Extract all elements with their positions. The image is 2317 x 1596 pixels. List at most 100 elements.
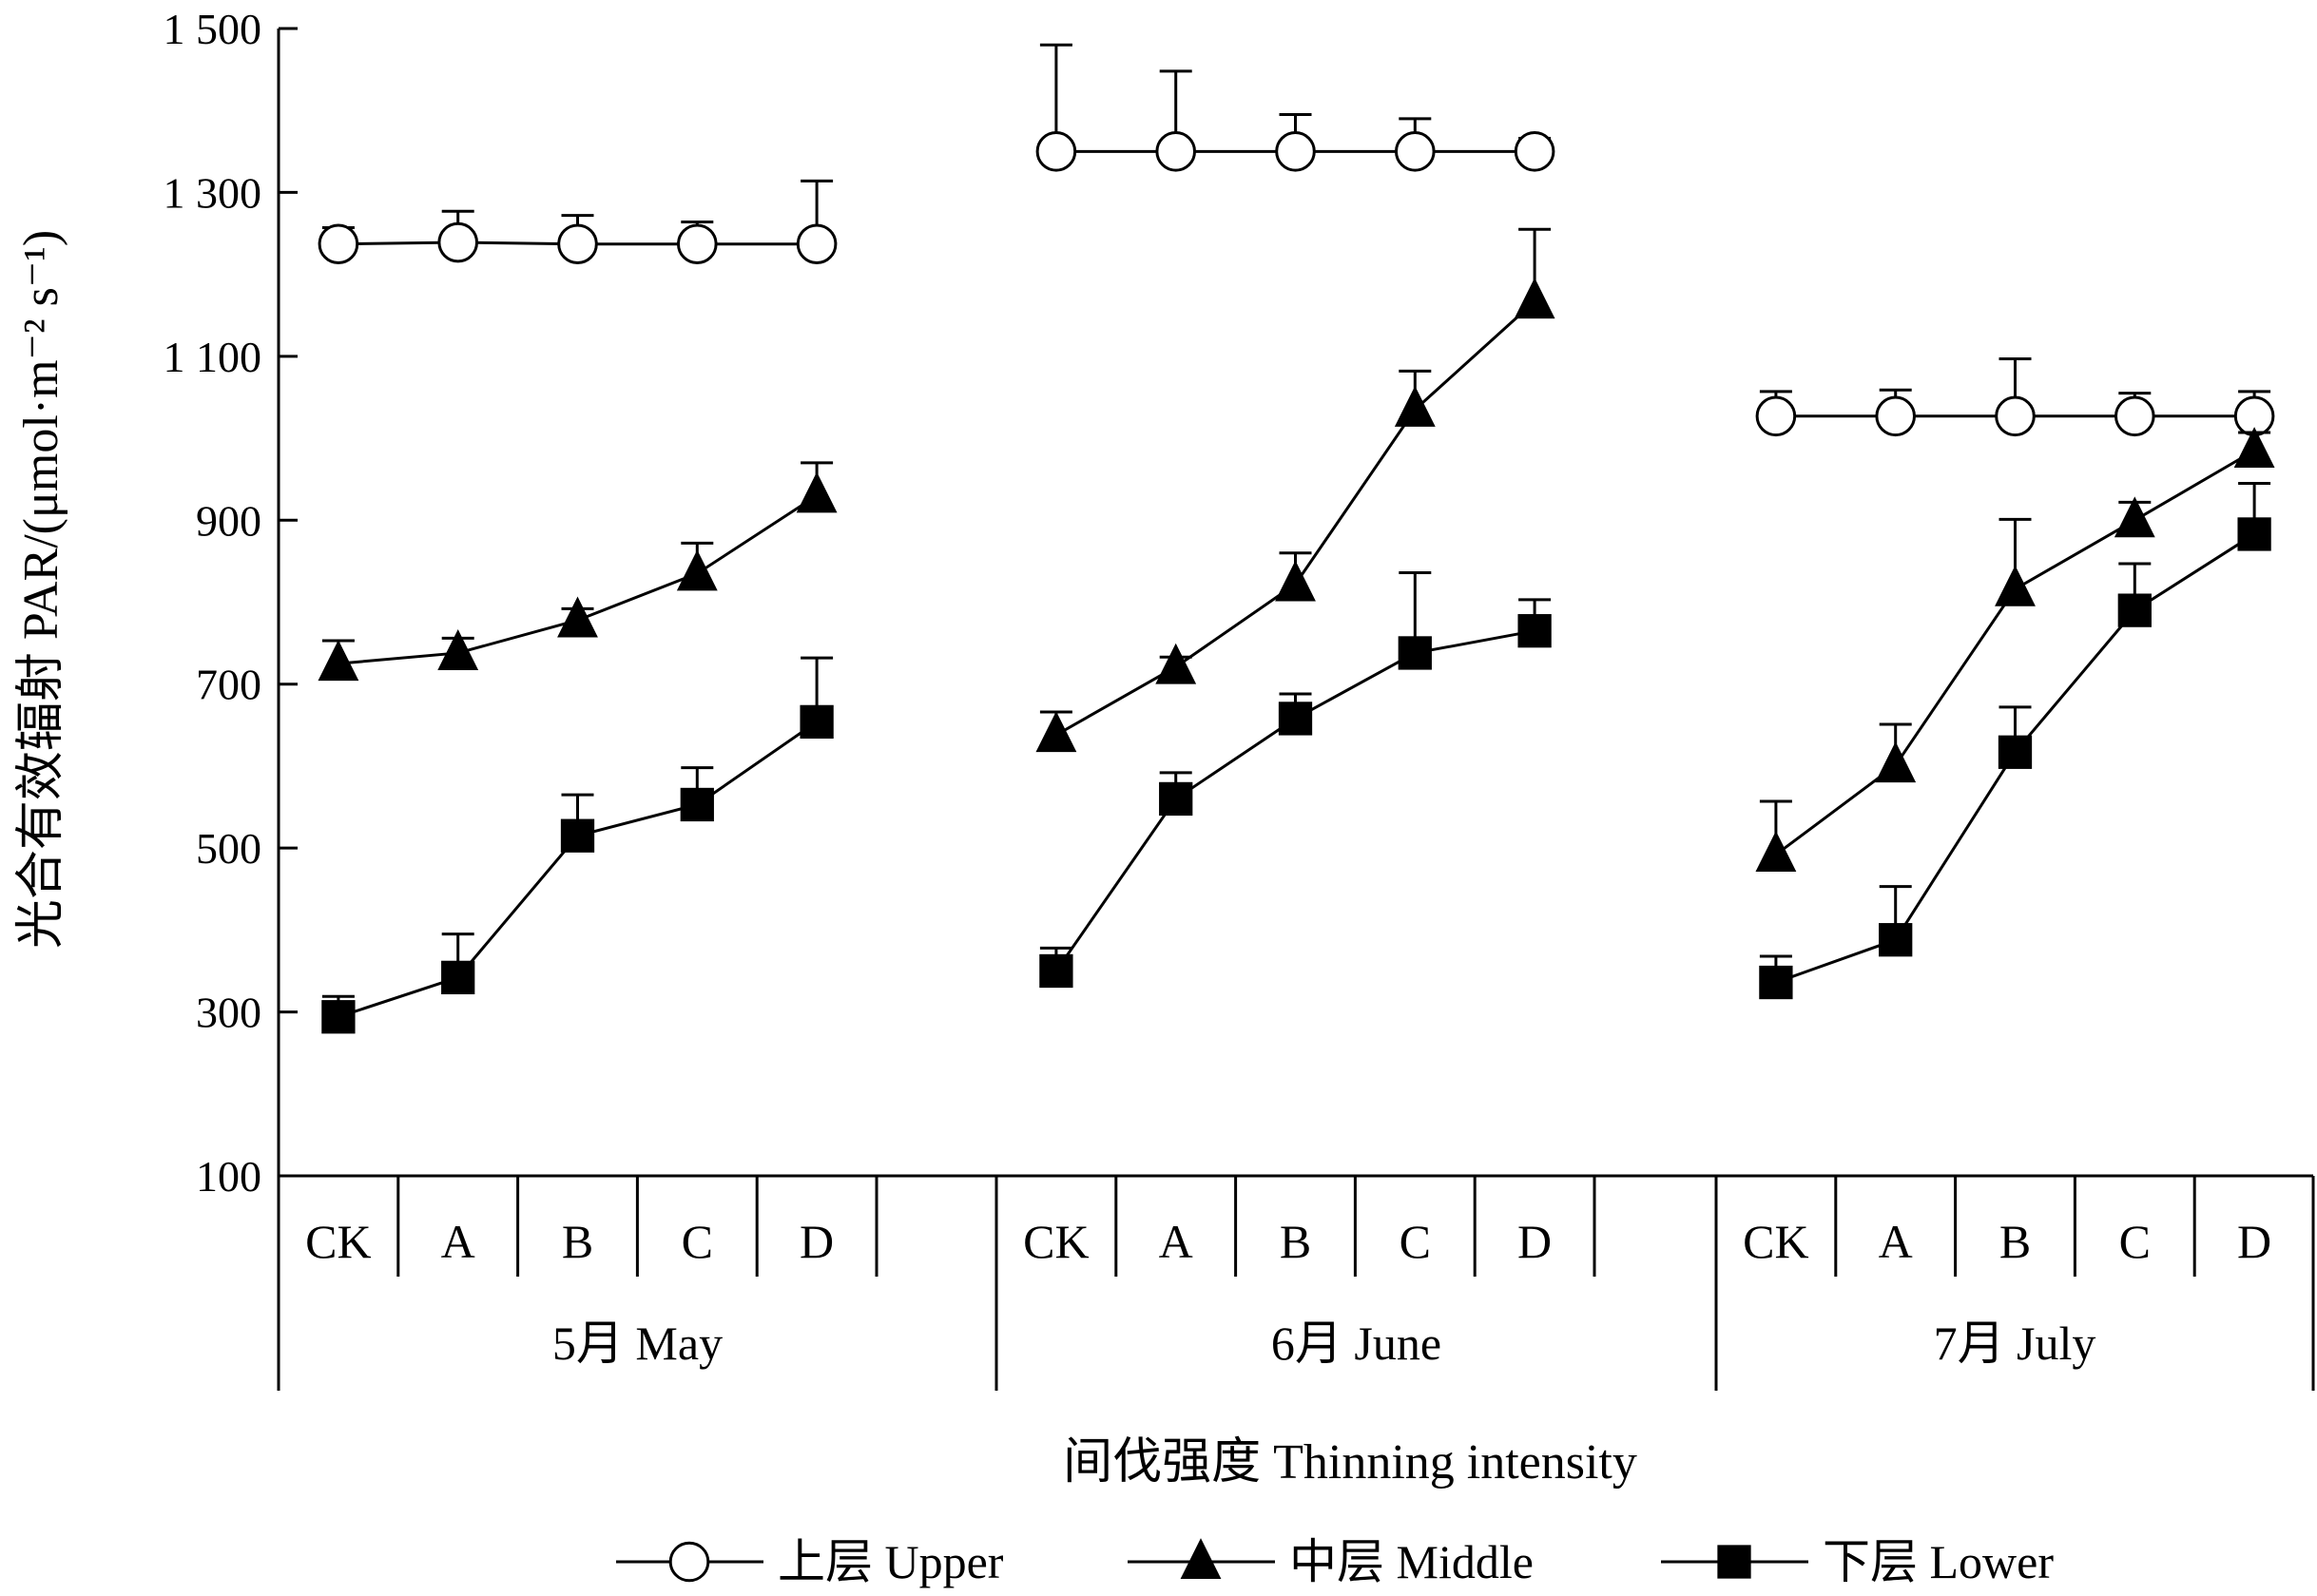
- marker-filled-square: [1278, 702, 1313, 736]
- category-label: D: [800, 1215, 834, 1268]
- legend-label: 下层 Lower: [1823, 1535, 2054, 1588]
- category-label: A: [1879, 1215, 1913, 1268]
- plot-area: [318, 43, 2275, 1034]
- marker-open-circle: [437, 221, 479, 263]
- category-label: B: [1999, 1215, 2031, 1268]
- marker-filled-triangle: [1035, 711, 1077, 753]
- legend-item: 上层 Upper: [616, 1535, 1004, 1588]
- series-line: [1055, 299, 1536, 737]
- group-label: 6月 June: [1271, 1317, 1441, 1370]
- marker-filled-square: [1517, 614, 1552, 648]
- marker-open-circle: [557, 223, 598, 265]
- marker-filled-square: [1759, 965, 1793, 1000]
- category-label: CK: [1023, 1215, 1089, 1268]
- y-tick-label: 900: [196, 496, 261, 545]
- marker-open-circle: [1875, 395, 1916, 437]
- marker-filled-square: [321, 1000, 356, 1034]
- marker-filled-square: [1039, 953, 1073, 989]
- marker-open-circle: [1995, 395, 2036, 437]
- series-group: [318, 179, 838, 265]
- marker-open-circle: [1755, 395, 1797, 437]
- series-line: [1054, 629, 1535, 972]
- marker-filled-square: [1717, 1545, 1751, 1579]
- marker-open-circle: [1155, 131, 1196, 172]
- marker-open-circle: [1514, 131, 1555, 172]
- series-group: [1035, 43, 1555, 172]
- marker-filled-square: [1879, 923, 1913, 957]
- marker-filled-triangle: [1995, 565, 2036, 606]
- series-line: [338, 721, 818, 1019]
- marker-filled-triangle: [1394, 385, 1436, 427]
- marker-filled-square: [1998, 735, 2033, 769]
- x-category-table: CK A B C D 5月 May CK A B C D 6月 June CK A B C D 7月 July: [277, 1174, 2315, 1391]
- category-label: C: [2119, 1215, 2151, 1268]
- marker-filled-triangle: [796, 471, 838, 513]
- series-group: [318, 461, 838, 682]
- marker-filled-triangle: [1755, 831, 1797, 873]
- marker-filled-square: [1398, 636, 1432, 670]
- marker-filled-triangle: [2233, 427, 2275, 469]
- legend-item: 中层 Middle: [1128, 1535, 1534, 1588]
- y-tick-label: 1 300: [164, 168, 262, 217]
- marker-open-circle: [318, 223, 359, 265]
- category-label: D: [1517, 1215, 1552, 1268]
- category-label: B: [1280, 1215, 1311, 1268]
- series-group: [1755, 427, 2275, 873]
- marker-filled-triangle: [437, 629, 479, 670]
- series-group: [1035, 227, 1555, 753]
- x-axis-title: 间伐强度 Thinning intensity: [1063, 1435, 1637, 1490]
- marker-filled-triangle: [1180, 1538, 1222, 1580]
- y-tick-label: 500: [196, 824, 261, 873]
- marker-filled-square: [2117, 593, 2152, 627]
- marker-filled-triangle: [676, 549, 718, 591]
- legend-item: 下层 Lower: [1661, 1535, 2054, 1588]
- series-group: [321, 656, 834, 1034]
- marker-open-circle: [668, 1541, 710, 1583]
- series-group: [1759, 481, 2271, 1000]
- marker-filled-square: [800, 704, 834, 740]
- y-tick-label: 300: [196, 989, 261, 1037]
- marker-open-circle: [1395, 131, 1436, 172]
- series-group: [1039, 570, 1552, 989]
- marker-filled-triangle: [1155, 643, 1197, 684]
- y-tick-label: 1 100: [164, 333, 262, 381]
- group-label: 7月 July: [1934, 1317, 2096, 1370]
- marker-open-circle: [1275, 131, 1316, 172]
- category-label: A: [1159, 1215, 1193, 1268]
- legend-label: 中层 Middle: [1289, 1535, 1534, 1588]
- marker-filled-triangle: [557, 596, 598, 638]
- marker-filled-square: [560, 818, 595, 853]
- marker-open-circle: [796, 223, 838, 265]
- category-label: B: [562, 1215, 593, 1268]
- y-tick-label: 1 500: [164, 5, 262, 53]
- category-label: CK: [1743, 1215, 1808, 1268]
- marker-open-circle: [1035, 131, 1077, 172]
- series-line: [1775, 449, 2255, 856]
- marker-filled-triangle: [1875, 741, 1917, 783]
- marker-open-circle: [677, 223, 718, 265]
- marker-filled-square: [2237, 517, 2271, 551]
- series-line: [338, 494, 818, 665]
- category-label: D: [2237, 1215, 2271, 1268]
- marker-open-circle: [2114, 395, 2155, 437]
- category-label: C: [1400, 1215, 1431, 1268]
- y-ticks: 100 300 500 700 900 1 100 1 300 1 500: [164, 5, 298, 1201]
- category-label: CK: [305, 1215, 371, 1268]
- series-group: [1755, 356, 2275, 437]
- marker-filled-square: [441, 960, 475, 995]
- group-label: 5月 May: [552, 1317, 723, 1370]
- y-tick-label: 700: [196, 661, 261, 709]
- marker-filled-triangle: [1275, 560, 1316, 602]
- marker-filled-triangle: [318, 640, 359, 682]
- category-label: C: [682, 1215, 713, 1268]
- legend: 上层 Upper 中层 Middle 下层 Lower: [616, 1535, 2054, 1588]
- marker-filled-square: [680, 787, 714, 822]
- marker-filled-triangle: [1514, 278, 1555, 319]
- y-tick-label: 100: [196, 1152, 261, 1201]
- y-axis-title: 光合有效辐射 PAR/(μmol·m⁻² s⁻¹): [14, 230, 68, 949]
- marker-filled-square: [1159, 781, 1193, 817]
- legend-label: 上层 Upper: [778, 1535, 1004, 1588]
- category-label: A: [441, 1215, 475, 1268]
- marker-filled-triangle: [2114, 496, 2155, 538]
